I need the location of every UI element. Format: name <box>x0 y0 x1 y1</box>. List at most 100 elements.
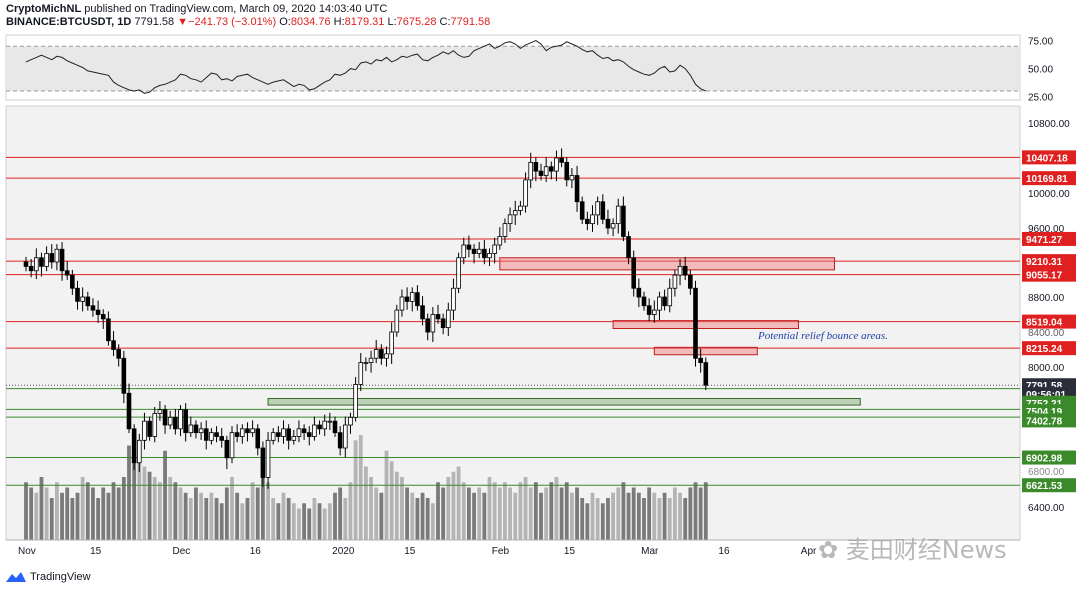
price-label-box <box>1022 231 1076 246</box>
volume-bar <box>70 498 75 540</box>
time-tick-label: 15 <box>404 546 416 557</box>
candle-body <box>487 253 492 259</box>
author-name[interactable]: CryptoMichNL <box>6 3 82 15</box>
price-tick-label: 8000.00 <box>1028 363 1065 374</box>
volume-bar <box>477 487 482 540</box>
change-value: −241.73 (−3.01%) <box>188 16 277 28</box>
candle-body <box>276 432 281 437</box>
price-tick-label: 8800.00 <box>1028 293 1065 304</box>
tradingview-footer[interactable]: TradingView <box>6 571 91 583</box>
price-tick-label: 10000.00 <box>1028 189 1070 200</box>
volume-bar <box>204 498 209 540</box>
candle-body <box>543 166 549 176</box>
volume-bar <box>436 482 440 540</box>
volume-bar <box>369 477 373 540</box>
price-label-text: 8215.24 <box>1026 344 1063 355</box>
candle-body <box>291 436 297 441</box>
volume-bar <box>358 435 363 540</box>
volume-bar <box>631 487 636 540</box>
candle-body <box>224 439 230 459</box>
time-tick-label: Dec <box>173 546 191 557</box>
volume-bar <box>302 503 306 540</box>
volume-bar <box>451 471 456 540</box>
candle-body <box>80 296 85 302</box>
candle-body <box>239 428 245 437</box>
time-tick-label: 2020 <box>332 546 355 557</box>
candle-body <box>198 428 204 434</box>
volume-bar <box>188 498 193 540</box>
volume-bar <box>642 498 646 540</box>
candle-body <box>451 287 456 311</box>
candle-body <box>693 287 698 359</box>
volume-bar <box>389 461 394 540</box>
volume-bar <box>621 482 626 540</box>
volume-bar <box>261 461 265 540</box>
volume-bar <box>121 477 126 540</box>
candle-body <box>116 349 122 359</box>
rsi-tick-label: 75.00 <box>1028 37 1053 48</box>
candle-body <box>358 362 364 385</box>
candle-body <box>574 175 580 203</box>
volume-bar <box>116 487 121 540</box>
volume-bar <box>636 492 641 540</box>
time-tick-label: Feb <box>492 546 510 557</box>
rsi-tick-label: 50.00 <box>1028 65 1053 76</box>
tradingview-logo-icon <box>6 572 26 582</box>
candle-body <box>183 409 188 434</box>
volume-bar <box>194 487 198 540</box>
volume-bar <box>183 492 188 540</box>
price-tick-label: 8400.00 <box>1028 328 1065 339</box>
volume-bar <box>147 471 152 540</box>
watermark-text: 麦田财经News <box>845 536 1007 564</box>
candle-body <box>497 236 503 246</box>
candle-body <box>203 428 209 441</box>
volume-bar <box>585 503 590 540</box>
candle-body <box>626 236 631 259</box>
price-label-box <box>1022 171 1076 186</box>
volume-bar <box>230 477 234 540</box>
volume-bar <box>533 482 538 540</box>
volume-bar <box>152 477 157 540</box>
volume-bar <box>132 435 137 540</box>
price-label-text: 9471.27 <box>1026 235 1063 246</box>
last-price: 7791.58 <box>134 16 175 28</box>
price-label-box <box>1022 254 1076 269</box>
volume-bar <box>410 492 415 540</box>
candle-body <box>265 439 271 478</box>
price-label-box <box>1022 413 1076 428</box>
volume-bar <box>523 477 528 540</box>
price-label-box <box>1022 341 1076 356</box>
candle-body <box>688 274 693 289</box>
candle-body <box>245 428 250 434</box>
volume-bar <box>281 492 286 540</box>
candle-body <box>518 205 523 211</box>
volume-bar <box>158 482 162 540</box>
candle-body <box>615 205 621 225</box>
high-value: 8179.31 <box>344 16 385 28</box>
volume-bar <box>85 482 90 540</box>
volume-bar <box>626 492 631 540</box>
volume-bar <box>683 498 688 540</box>
candle-body <box>260 447 266 478</box>
volume-bar <box>34 492 39 540</box>
volume-bar <box>111 482 116 540</box>
candle-body <box>95 309 101 315</box>
volume-bar <box>322 508 327 540</box>
candle-body <box>306 432 312 437</box>
ohlc-line: BINANCE:BTCUSDT, 1D 7791.58 ▼−241.73 (−3… <box>6 16 490 29</box>
resistance-zone <box>499 257 836 271</box>
price-label-text: 10407.18 <box>1026 153 1068 164</box>
volume-bar <box>600 503 605 540</box>
candle-body <box>404 296 410 302</box>
volume-bar <box>611 492 615 540</box>
volume-bar <box>564 482 569 540</box>
down-arrow-icon: ▼ <box>177 16 189 28</box>
volume-bar <box>137 461 142 540</box>
price-label-box <box>1022 450 1076 465</box>
volume-bar <box>209 492 214 540</box>
volume-bar <box>508 487 512 540</box>
publish-line: CryptoMichNL published on TradingView.co… <box>6 3 387 16</box>
volume-bar <box>235 492 240 540</box>
volume-bar <box>199 492 203 540</box>
